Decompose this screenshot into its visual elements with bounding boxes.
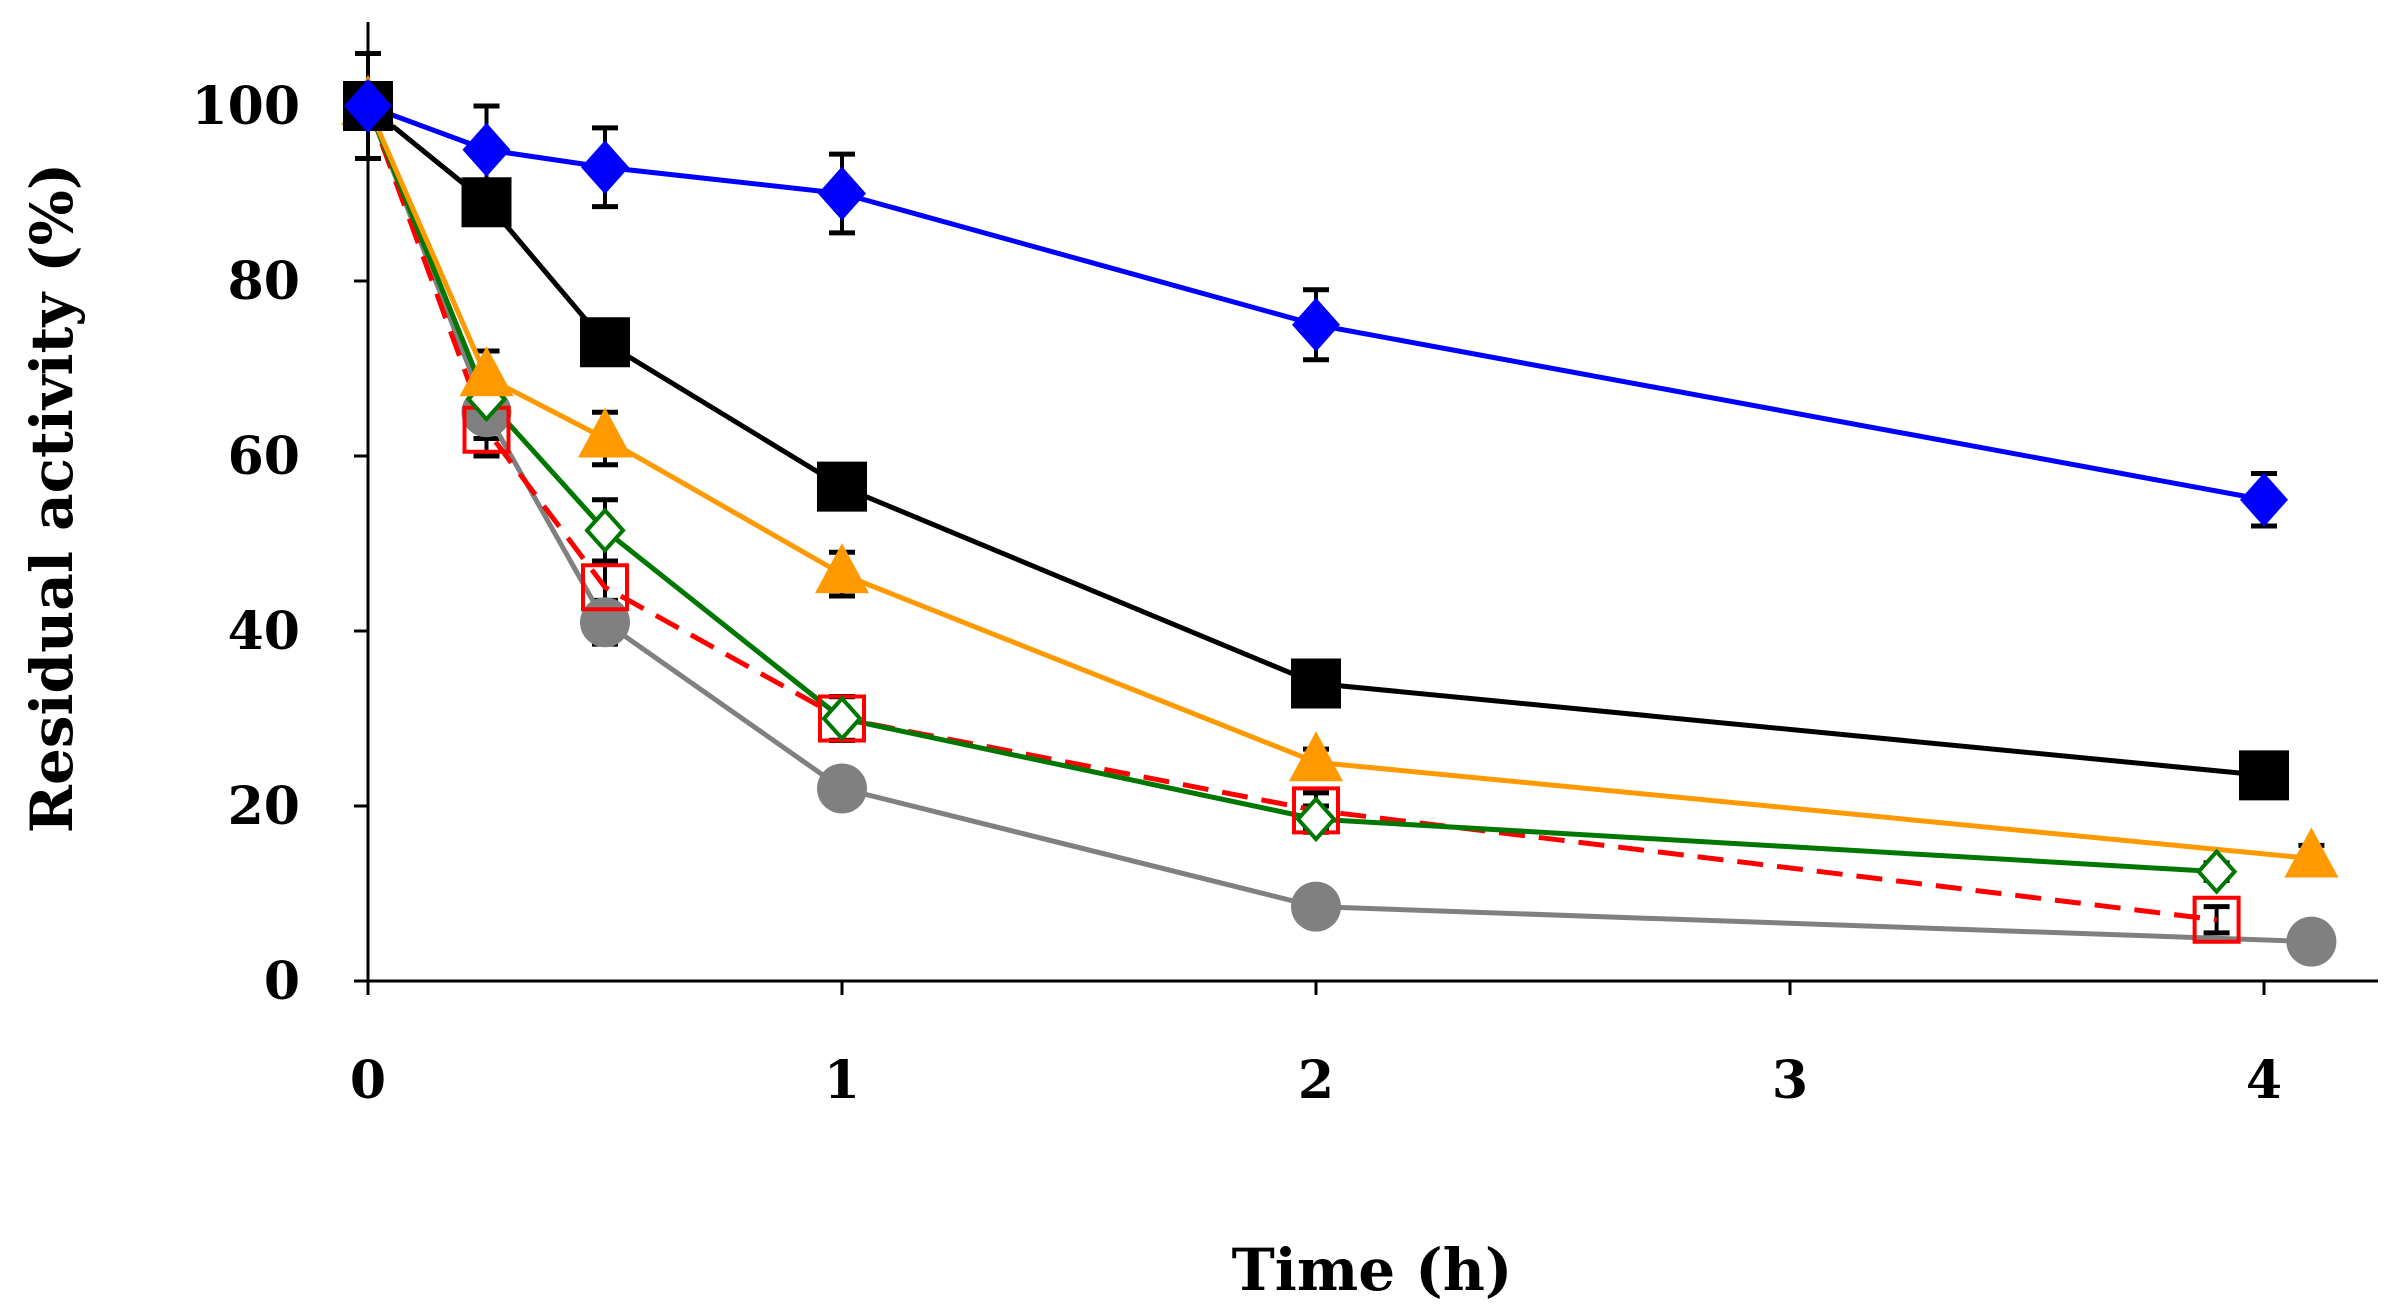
data-point-blue-diamond: [1292, 297, 1340, 352]
axes: [366, 22, 2378, 983]
y-tick-label: 0: [264, 951, 300, 1012]
data-point-gray-circle: [1291, 881, 1341, 932]
series-line-orange-triangle: [365, 104, 2312, 861]
data-point-green-open-diamond: [584, 507, 626, 554]
series-line-blue-diamond: [367, 103, 2265, 503]
data-point-black-square: [461, 177, 512, 228]
data-point-orange-triangle: [815, 543, 869, 594]
series-line-gray-circle: [365, 105, 2312, 945]
data-point-blue-diamond: [2240, 472, 2288, 527]
data-point-orange-triangle: [2284, 827, 2339, 878]
data-point-blue-diamond: [581, 140, 629, 195]
data-point-black-square: [817, 461, 867, 512]
y-tick-label: 60: [228, 426, 300, 487]
data-point-gray-circle: [580, 597, 630, 648]
y-tick-label: 100: [191, 76, 300, 137]
y-tick-label: 80: [228, 251, 300, 312]
series-layer: [341, 51, 2339, 967]
data-point-gray-circle: [2286, 916, 2337, 967]
data-point-blue-diamond: [462, 122, 511, 177]
data-point-red-open-square: [2192, 895, 2241, 944]
data-point-blue-diamond: [344, 79, 392, 133]
data-point-black-square: [1291, 658, 1341, 709]
data-point-gray-circle: [817, 763, 867, 814]
y-axis-title: Residual activity (%): [18, 163, 86, 833]
data-point-black-square: [580, 317, 630, 368]
data-point-green-open-diamond: [2195, 848, 2238, 895]
data-point-orange-triangle: [459, 346, 514, 397]
y-tick-label: 40: [228, 601, 300, 662]
x-tick-label: 3: [1772, 1050, 1808, 1111]
data-point-green-open-diamond: [1295, 796, 1337, 843]
series-line-green-open-diamond: [365, 105, 2217, 875]
data-point-orange-triangle: [1289, 731, 1343, 782]
x-tick-label: 4: [2246, 1050, 2282, 1111]
data-point-blue-diamond: [818, 166, 866, 221]
x-axis-title: Time (h): [1232, 1236, 1513, 1304]
data-point-orange-triangle: [578, 407, 632, 458]
data-point-green-open-diamond: [821, 695, 863, 742]
data-point-red-open-square: [581, 563, 629, 612]
data-point-black-square: [2239, 750, 2289, 801]
x-tick-label: 1: [824, 1050, 860, 1111]
x-tick-label: 2: [1298, 1050, 1334, 1111]
y-tick-label: 20: [228, 776, 300, 837]
x-tick-label: 0: [350, 1050, 386, 1111]
